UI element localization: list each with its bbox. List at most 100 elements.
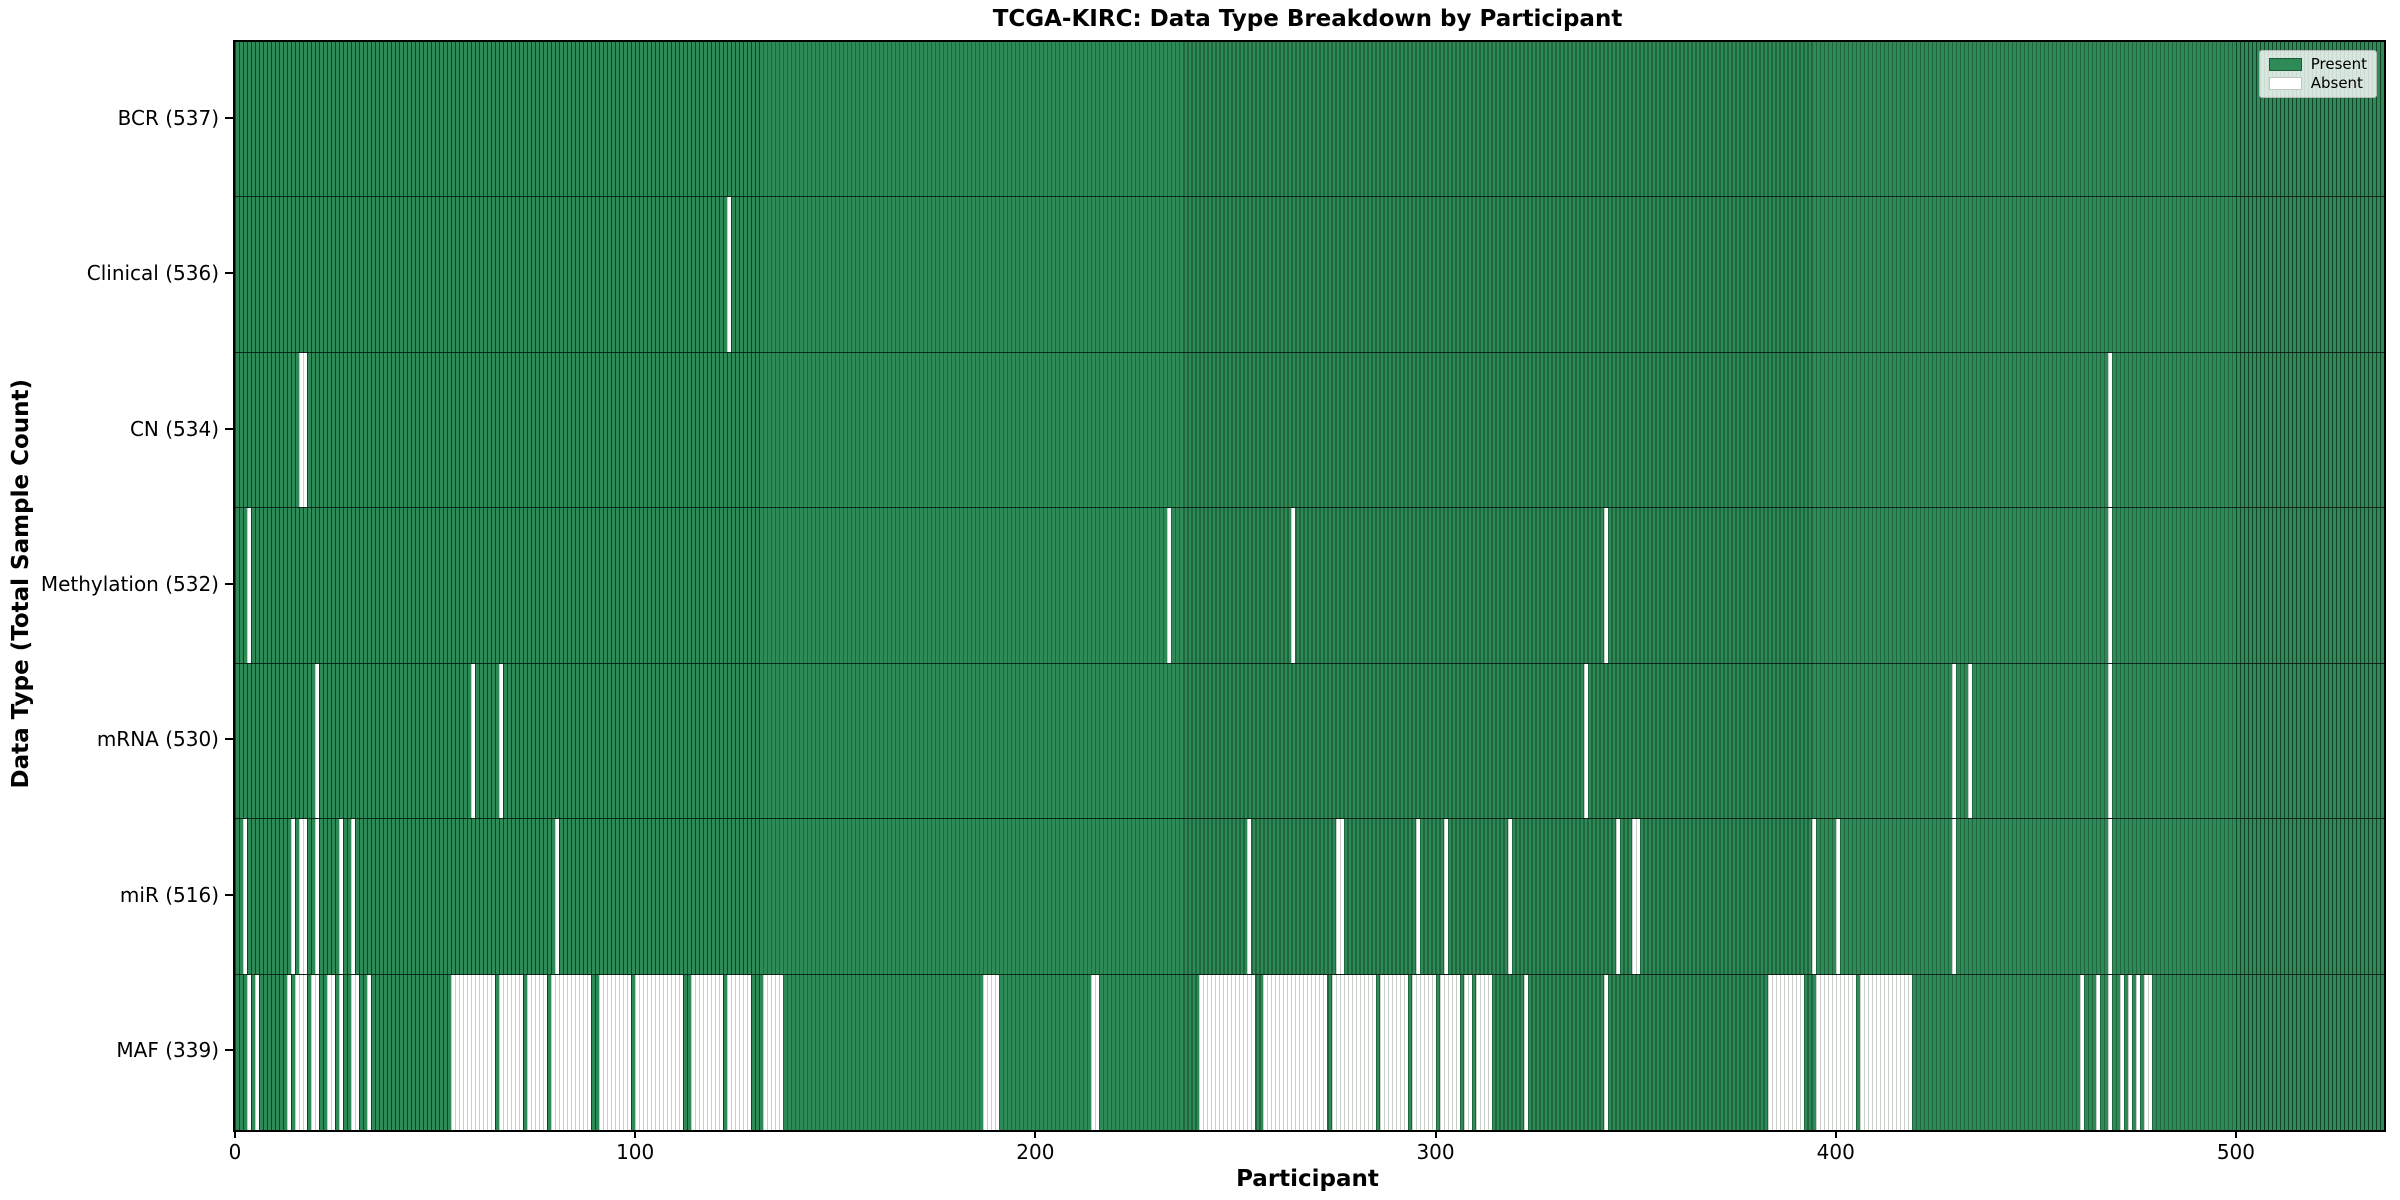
absent-stripe-maf (1091, 974, 1100, 1130)
absent-stripe-maf (983, 974, 1000, 1130)
y-tick-label-cn: CN (534) (129, 416, 219, 441)
absent-stripe-maf (1379, 974, 1408, 1130)
y-tick-label-clinical: Clinical (536) (86, 261, 219, 286)
absent-stripe-mir (299, 819, 308, 974)
y-tick-mark (225, 583, 233, 585)
plot-area: Present Absent (233, 40, 2386, 1132)
y-tick-marks (225, 40, 233, 1128)
absent-stripe-mir (1811, 819, 1816, 974)
absent-stripe-mir (1951, 819, 1956, 974)
absent-stripe-maf (255, 974, 259, 1130)
absent-stripe-maf (635, 974, 684, 1130)
absent-stripe-mrna (1951, 663, 1956, 819)
x-tick-mark (634, 1130, 637, 1138)
absent-stripe-maf (691, 974, 724, 1130)
x-tick-label-500: 500 (2216, 1140, 2256, 1164)
absent-stripe-maf (2127, 974, 2132, 1130)
absent-stripe-mrna (1583, 663, 1588, 819)
x-tick-mark (1034, 1130, 1037, 1138)
x-axis-label: Participant (1236, 1166, 1379, 1192)
x-tick-labels: 0 100 200 300 400 500 (229, 1140, 2382, 1166)
absent-stripe-mir (291, 819, 296, 974)
absent-stripe-maf (451, 974, 496, 1130)
x-tick-marks (233, 1130, 2382, 1138)
absent-stripe-maf (1859, 974, 1912, 1130)
absent-stripe-cn (2107, 352, 2112, 508)
row-mrna (235, 663, 2384, 820)
x-tick-label-0: 0 (228, 1140, 242, 1164)
row-methylation (235, 508, 2384, 664)
absent-stripe-mrna (315, 663, 320, 819)
y-tick-label-methylation: Methylation (532) (40, 572, 219, 596)
absent-stripe-maf (327, 974, 336, 1130)
absent-stripe-maf (1523, 974, 1528, 1130)
x-tick-label-300: 300 (1416, 1140, 1455, 1164)
x-tick-label-200: 200 (1016, 1140, 1055, 1164)
y-tick-label-mir: miR (516) (119, 882, 219, 907)
y-tick-label-maf: MAF (339) (116, 1038, 219, 1063)
absent-stripe-maf (311, 974, 320, 1130)
absent-stripe-maf (763, 974, 784, 1130)
absent-stripe-mrna (2107, 663, 2112, 819)
x-tick-mark (2234, 1130, 2237, 1138)
y-tick-mark (225, 893, 233, 896)
row-cn (235, 352, 2384, 509)
y-tick-mark (225, 427, 233, 430)
absent-stripe-methylation (1291, 508, 1296, 663)
absent-stripe-maf (287, 974, 292, 1130)
absent-stripe-maf (1475, 974, 1492, 1130)
absent-stripe-clinical (727, 197, 732, 352)
present-swatch-icon (2268, 58, 2302, 71)
absent-stripe-mrna (1967, 663, 1972, 819)
absent-stripe-maf (1263, 974, 1328, 1130)
absent-stripe-maf (1199, 974, 1256, 1130)
absent-stripe-mir (243, 819, 247, 974)
absent-stripe-maf (2119, 974, 2124, 1130)
absent-stripe-maf (499, 974, 524, 1130)
absent-stripe-maf (247, 974, 251, 1130)
row-bcr (235, 42, 2384, 198)
absent-stripe-maf (599, 974, 632, 1130)
absent-stripe-mir (1443, 819, 1448, 974)
absent-stripe-maf (2079, 974, 2084, 1130)
absent-stripe-methylation (2107, 508, 2112, 663)
y-tick-mark (225, 738, 233, 741)
absent-stripe-maf (527, 974, 548, 1130)
y-tick-mark (225, 1049, 233, 1052)
legend-entry-present: Present (2268, 55, 2367, 73)
absent-stripe-maf (1463, 974, 1472, 1130)
absent-stripe-maf (2143, 974, 2152, 1130)
legend: Present Absent (2258, 50, 2377, 98)
absent-stripe-maf (727, 974, 752, 1130)
absent-stripe-mrna (499, 663, 504, 819)
absent-stripe-maf (2135, 974, 2140, 1130)
y-tick-mark (225, 272, 233, 275)
absent-stripe-mrna (471, 663, 476, 819)
absent-stripe-mir (1615, 819, 1620, 974)
absent-stripe-maf (2107, 974, 2112, 1130)
absent-stripe-mir (1415, 819, 1420, 974)
absent-stripe-methylation (1167, 508, 1172, 663)
absent-stripe-maf (1411, 974, 1436, 1130)
absent-stripe-mir (351, 819, 356, 974)
x-tick-mark (1434, 1130, 1437, 1138)
absent-stripe-mir (2107, 819, 2112, 974)
absent-swatch-icon (2268, 77, 2302, 90)
y-tick-label-mrna: mRNA (530) (96, 727, 219, 752)
absent-stripe-maf (1439, 974, 1460, 1130)
absent-stripe-maf (295, 974, 308, 1130)
absent-stripe-maf (339, 974, 344, 1130)
legend-entry-absent: Absent (2268, 76, 2367, 91)
absent-stripe-mir (1507, 819, 1512, 974)
row-mir (235, 819, 2384, 975)
absent-stripe-mir (1631, 819, 1640, 974)
legend-present-label: Present (2310, 55, 2367, 73)
y-tick-mark (225, 116, 233, 119)
y-tick-label-bcr: BCR (537) (117, 105, 219, 130)
absent-stripe-maf (1603, 974, 1608, 1130)
absent-stripe-maf (1815, 974, 1856, 1130)
x-tick-mark (234, 1130, 236, 1138)
row-maf (235, 974, 2384, 1130)
x-tick-label-400: 400 (1816, 1140, 1855, 1164)
row-clinical (235, 197, 2384, 353)
